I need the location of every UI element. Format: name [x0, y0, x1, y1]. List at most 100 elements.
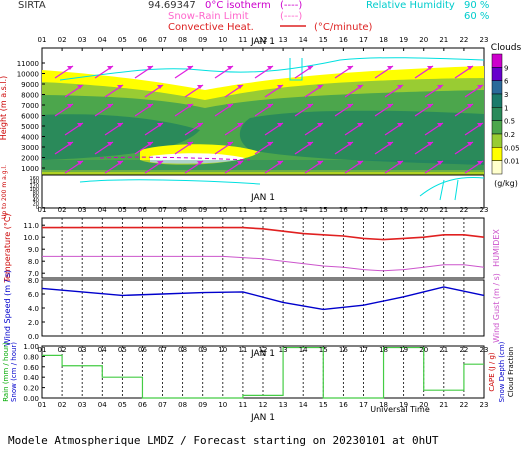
cloud-height-tick: 6000	[21, 113, 39, 121]
cloud-hour-tick-top: 12	[259, 36, 268, 44]
wind-arrow	[174, 141, 194, 155]
wind-arrow	[344, 122, 364, 136]
temperature-series-humidex	[42, 255, 485, 272]
legend-rh-90: 90 %	[464, 0, 489, 11]
wind-arrow	[384, 160, 404, 174]
precip-hour-tick-top: 12	[259, 346, 268, 354]
wind-arrow	[344, 84, 364, 98]
cloud-hour-tick-top: 20	[419, 36, 428, 44]
wind-arrow	[264, 160, 284, 174]
precip-hour-tick: 18	[379, 401, 388, 409]
cloud-layer-low-teal	[42, 160, 484, 175]
cloud-hour-tick-top: 07	[158, 36, 167, 44]
precip-hour-tick: 19	[399, 401, 408, 409]
precip-y-tick: 0.80	[23, 353, 39, 361]
cloud-hour-tick-top: 03	[78, 36, 87, 44]
wind-arrow	[264, 122, 284, 136]
station-name: SIRTA	[18, 0, 46, 11]
wind-arrow	[384, 84, 404, 98]
wind-arrow	[304, 122, 324, 136]
wind-arrow	[294, 141, 314, 155]
cloud-ylabel-low: Up to 200 m a.g.l.	[1, 165, 8, 219]
cloud-hour-tick-bottom: 05	[118, 206, 127, 214]
precip-y-tick: 0.20	[23, 385, 39, 393]
wind-arrow	[304, 84, 324, 98]
legend-rh: Relative Humidity	[366, 0, 455, 11]
cloud-hour-tick-top: 10	[218, 36, 227, 44]
wind-arrow	[304, 160, 324, 174]
precip-y-tick: 0.40	[23, 374, 39, 382]
colorbar-title: Clouds	[491, 43, 522, 53]
wind-gust-ylabel: Wind Gust (m / s)	[492, 273, 501, 343]
precip-date-label: JAN 1	[250, 349, 275, 359]
temperature-y-tick: 7.0	[28, 270, 39, 278]
cloud-hour-tick-bottom: 22	[459, 206, 468, 214]
temperature-panel: Temperature (°C) HUMIDEX 11.010.09.08.07…	[3, 213, 501, 283]
wind-arrow	[454, 141, 474, 155]
precip-hour-tick: 17	[359, 401, 368, 409]
cloud-hour-tick-bottom: 16	[339, 206, 348, 214]
wind-y-tick: 6.0	[28, 291, 39, 299]
precip-hour-tick-top: 18	[379, 346, 388, 354]
cloud-hour-tick-bottom: 17	[359, 206, 368, 214]
wind-arrow	[144, 84, 164, 98]
cloud-hour-tick-top: 05	[118, 36, 127, 44]
wind-arrow	[54, 65, 74, 79]
cloud-hour-tick-bottom: 08	[178, 206, 187, 214]
colorbar-cell	[491, 120, 503, 135]
cloud-height-tick: 4000	[21, 134, 39, 142]
wind-arrow	[224, 122, 244, 136]
temperature-y-tick: 9.0	[28, 246, 39, 254]
wind-arrow	[254, 141, 274, 155]
cloud-hour-tick-top: 04	[98, 36, 107, 44]
cloud-hour-tick-bottom: 07	[158, 206, 167, 214]
wind-arrow	[174, 65, 194, 79]
wind-arrow	[424, 122, 444, 136]
precip-hour-tick: 08	[178, 401, 187, 409]
cloud-low-tick: 60	[33, 194, 39, 200]
cloud-hour-tick-bottom: 14	[299, 206, 308, 214]
cloud-fraction-ylabel: Cloud Fraction	[507, 347, 515, 397]
wind-arrow	[334, 103, 354, 117]
precip-hour-tick-top: 03	[78, 346, 87, 354]
legend-isotherm: 0°C isotherm	[205, 0, 271, 11]
legend-rh-60: 60 %	[464, 11, 489, 22]
precip-hour-tick: 10	[218, 401, 227, 409]
precip-hour-tick-top: 23	[480, 346, 489, 354]
wind-arrow	[414, 65, 434, 79]
wind-panel: Wind Speed (m / s) Wind Gust (m / s) 8.0…	[3, 270, 501, 346]
cloud-hour-tick-bottom: 06	[138, 206, 147, 214]
snow-ylabel: Snow (cm / hour)	[10, 342, 18, 402]
colorbar-tick: 1	[504, 104, 508, 112]
wind-series-wind-speed	[41, 286, 485, 311]
wind-y-tick: 2.0	[28, 319, 39, 327]
cloud-height-tick: 8000	[21, 92, 39, 100]
cloud-low-tick: 100	[29, 187, 39, 193]
wind-arrow	[334, 65, 354, 79]
precip-hour-tick: 14	[299, 401, 308, 409]
precip-hour-tick-top: 06	[138, 346, 147, 354]
cloud-height-tick: 9000	[21, 81, 39, 89]
cloud-hour-tick-top: 01	[38, 36, 47, 44]
wind-arrows	[54, 65, 484, 174]
wind-arrow	[294, 103, 314, 117]
wind-arrow	[64, 160, 84, 174]
rh-contour-90	[59, 57, 485, 81]
cloud-hour-tick-top: 19	[399, 36, 408, 44]
wind-arrow	[454, 65, 474, 79]
station-coords: 94.69347	[148, 0, 196, 11]
wind-arrow	[254, 65, 274, 79]
cloud-low-tick: 0	[36, 205, 39, 211]
colorbar-cell	[491, 93, 503, 108]
cloud-height-tick: 5000	[21, 123, 39, 131]
precip-hour-tick-top: 08	[178, 346, 187, 354]
wind-y-tick: 0.0	[28, 333, 39, 341]
wind-arrow	[344, 160, 364, 174]
cape-ylabel: CAPE (J / g)	[488, 352, 496, 392]
precip-hour-tick-top: 17	[359, 346, 368, 354]
cloud-hour-tick-top: 15	[319, 36, 328, 44]
wind-arrow	[374, 65, 394, 79]
precip-hour-tick-top: 10	[218, 346, 227, 354]
cloud-hour-tick-bottom: 15	[319, 206, 328, 214]
cloud-hour-tick-bottom: 11	[238, 206, 247, 214]
